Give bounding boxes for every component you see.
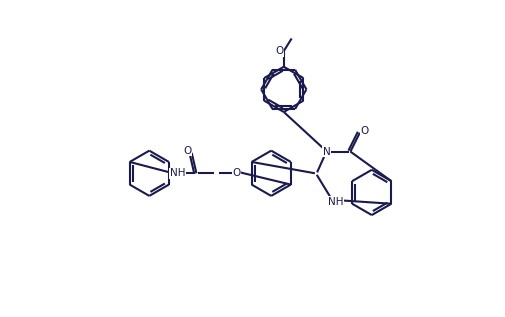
Text: O: O	[183, 146, 191, 156]
Text: NH: NH	[327, 197, 342, 207]
Text: NH: NH	[170, 168, 185, 178]
Text: O: O	[360, 126, 368, 136]
Text: N: N	[322, 146, 330, 157]
Text: O: O	[274, 46, 283, 56]
Text: O: O	[232, 168, 240, 178]
